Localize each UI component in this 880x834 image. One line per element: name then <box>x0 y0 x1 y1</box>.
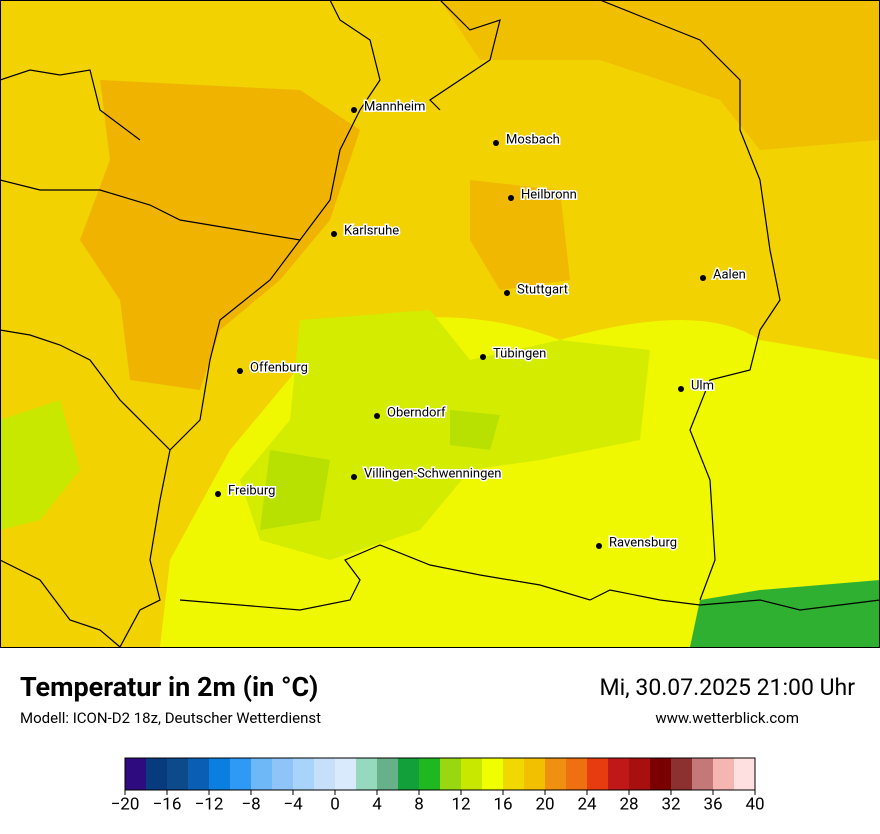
city-label: Freiburg <box>228 483 275 498</box>
city-dot <box>508 195 514 201</box>
colorbar: −20 −16 −12 −8 −4 0 4 8 12 16 20 24 28 32 36 40 <box>111 757 765 814</box>
city-label: Ravensburg <box>609 535 677 550</box>
city-label: Ulm <box>691 378 714 393</box>
city-label: Heilbronn <box>521 187 577 202</box>
warm-area <box>440 0 880 150</box>
city-label: Villingen-Schwenningen <box>364 466 501 481</box>
colorbar-bin <box>188 758 209 790</box>
colorbar-bin <box>377 758 398 790</box>
colorbar-tick-label: 12 <box>451 794 470 814</box>
colorbar-tick-label: 4 <box>372 794 382 814</box>
city-label: Mosbach <box>506 132 560 147</box>
colorbar-tick-label: −12 <box>195 794 224 814</box>
website: www.wetterblick.com <box>655 709 799 727</box>
colorbar-bin <box>251 758 272 790</box>
cooler-area <box>240 310 650 560</box>
colorbar-tick-label: 24 <box>577 794 597 814</box>
cooler-area <box>0 400 80 530</box>
title: Temperatur in 2m (in °C) <box>20 671 318 703</box>
colorbar-bin <box>209 758 230 790</box>
city-label: Aalen <box>713 267 746 282</box>
colorbar-bin <box>419 758 440 790</box>
colorbar-bin <box>692 758 713 790</box>
city-label: Offenburg <box>250 360 308 375</box>
city-dot <box>237 368 243 374</box>
warm-area <box>470 180 570 290</box>
map <box>0 0 880 648</box>
cities: Mannheim Mosbach Heilbronn Karlsruhe Aal… <box>215 98 747 552</box>
subtitle: Modell: ICON-D2 18z, Deutscher Wetterdie… <box>20 709 321 727</box>
colorbar-bin <box>314 758 335 790</box>
colorbar-bin <box>461 758 482 790</box>
colorbar-bin <box>482 758 503 790</box>
colorbar-tick-label: −4 <box>283 794 303 814</box>
datetime: Mi, 30.07.2025 21:00 Uhr <box>599 674 855 701</box>
city-label: Tübingen <box>493 346 546 361</box>
borders <box>0 0 880 648</box>
colorbar-bin <box>671 758 692 790</box>
colorbar-bin <box>545 758 566 790</box>
city-label: Karlsruhe <box>344 223 399 238</box>
city-dot <box>351 107 357 113</box>
colorbar-tick-label: 28 <box>619 794 638 814</box>
colorbar-bin <box>230 758 251 790</box>
colorbar-tick-label: −16 <box>153 794 182 814</box>
colorbar-bin <box>167 758 188 790</box>
city-dot <box>331 231 337 237</box>
colorbar-tick-label: 8 <box>414 794 424 814</box>
warm-area <box>80 80 360 390</box>
colorbar-bin <box>608 758 629 790</box>
colorbar-tick-label: −20 <box>111 794 140 814</box>
city-dot <box>480 354 486 360</box>
city-label: Stuttgart <box>517 282 568 297</box>
colorbar-bin <box>524 758 545 790</box>
colorbar-bin <box>713 758 734 790</box>
colorbar-bin <box>146 758 167 790</box>
city-dot <box>678 386 684 392</box>
city-dot <box>215 491 221 497</box>
colorbar-bin <box>587 758 608 790</box>
colorbar-bin <box>125 758 146 790</box>
colorbar-tick-label: 0 <box>330 794 340 814</box>
colorbar-bin <box>566 758 587 790</box>
colorbar-bin <box>293 758 314 790</box>
colorbar-bin <box>650 758 671 790</box>
city-dot <box>504 290 510 296</box>
cold-area <box>690 580 880 647</box>
colorbar-bin <box>335 758 356 790</box>
colorbar-tick-label: 20 <box>535 794 554 814</box>
city-label: Oberndorf <box>387 405 446 420</box>
city-label: Mannheim <box>364 99 425 114</box>
colorbar-tick-label: 32 <box>661 794 680 814</box>
colorbar-bin <box>440 758 461 790</box>
colorbar-bin <box>356 758 377 790</box>
colorbar-bin <box>629 758 650 790</box>
colorbar-bin <box>503 758 524 790</box>
city-dot <box>374 413 380 419</box>
colorbar-tick-label: 40 <box>745 794 764 814</box>
colorbar-tick-label: 36 <box>703 794 722 814</box>
colorbar-bin <box>272 758 293 790</box>
city-dot <box>493 140 499 146</box>
colorbar-tick-label: −8 <box>241 794 260 814</box>
city-dot <box>700 275 706 281</box>
colorbar-frame <box>124 757 756 791</box>
city-dot <box>351 474 357 480</box>
colorbar-tick-label: 16 <box>493 794 512 814</box>
city-dot <box>596 543 602 549</box>
cooler-area <box>260 410 500 530</box>
colorbar-bin <box>398 758 419 790</box>
colorbar-bin <box>734 758 755 790</box>
